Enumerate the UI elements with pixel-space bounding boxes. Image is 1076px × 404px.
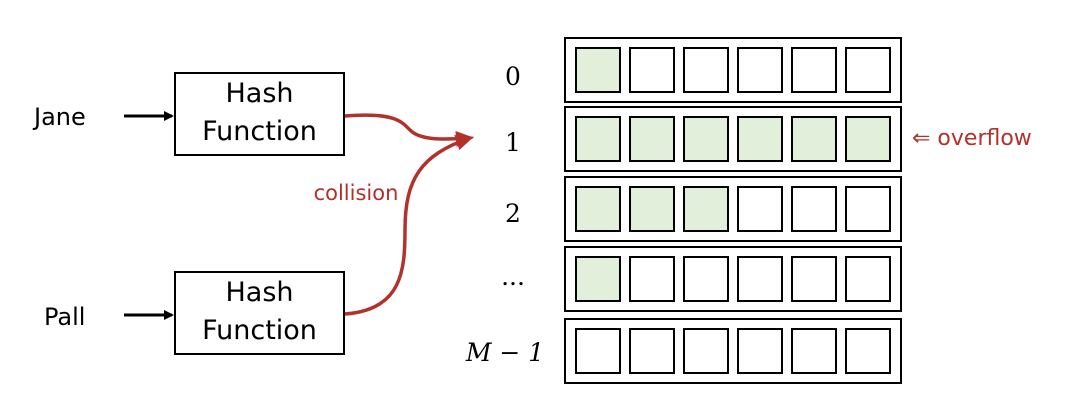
hash-function-label-1a: Hash	[225, 78, 293, 109]
hash-function-label-2a: Hash	[225, 277, 293, 308]
filled-slot-1-1	[629, 116, 675, 162]
bucket-label-0: 0	[505, 62, 521, 91]
bucket-labels: 0 1 2 ... M − 1	[465, 62, 544, 367]
empty-slot-3-3	[737, 256, 783, 302]
empty-slot-4-1	[629, 328, 675, 374]
bucket-label-1: 1	[505, 128, 521, 157]
bucket-label-3: ...	[501, 262, 525, 291]
empty-slot-3-4	[791, 256, 837, 302]
filled-slot-2-1	[629, 186, 675, 232]
filled-slot-1-0	[575, 116, 621, 162]
empty-slot-0-5	[845, 47, 891, 93]
filled-slot-1-2	[683, 116, 729, 162]
empty-slot-2-5	[845, 186, 891, 232]
collision-label: collision	[314, 181, 399, 205]
overflow-label: ⇐ overflow	[912, 126, 1032, 151]
input-label-jane: Jane	[32, 103, 86, 131]
empty-slot-4-3	[737, 328, 783, 374]
empty-slot-3-2	[683, 256, 729, 302]
empty-slot-4-5	[845, 328, 891, 374]
input-label-pall: Pall	[44, 303, 85, 331]
filled-slot-1-5	[845, 116, 891, 162]
bucket-array	[564, 37, 902, 384]
empty-slot-0-1	[629, 47, 675, 93]
empty-slot-4-0	[575, 328, 621, 374]
empty-slot-3-5	[845, 256, 891, 302]
empty-slot-4-4	[791, 328, 837, 374]
filled-slot-3-0	[575, 256, 621, 302]
hash-output-arrow-2	[344, 134, 474, 316]
filled-slot-1-4	[791, 116, 837, 162]
hash-function-label-2b: Function	[202, 315, 317, 346]
filled-slot-2-0	[575, 186, 621, 232]
hash-function-label-1b: Function	[202, 116, 317, 147]
filled-slot-1-3	[737, 116, 783, 162]
empty-slot-0-2	[683, 47, 729, 93]
hash-function-box-1	[174, 72, 345, 156]
empty-slot-2-3	[737, 186, 783, 232]
empty-slot-4-2	[683, 328, 729, 374]
empty-slot-2-4	[791, 186, 837, 232]
empty-slot-3-1	[629, 256, 675, 302]
bucket-label-2: 2	[505, 199, 521, 228]
filled-slot-0-0	[575, 47, 621, 93]
bucket-label-4: M − 1	[465, 338, 544, 367]
filled-slot-2-2	[683, 186, 729, 232]
empty-slot-0-4	[791, 47, 837, 93]
empty-slot-0-3	[737, 47, 783, 93]
hash-output-arrow-1	[344, 113, 474, 147]
hash-function-box-2	[174, 271, 345, 355]
